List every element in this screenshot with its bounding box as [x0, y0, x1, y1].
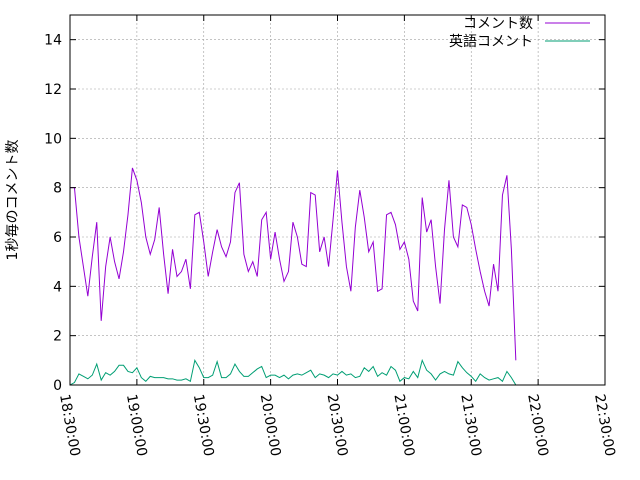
- y-tick-labels: 0 2 4 6 8 10 12 14: [44, 33, 62, 394]
- y-tick-label: 10: [44, 131, 62, 147]
- axis-ticks: [69, 15, 606, 386]
- x-tick-label: 20:00:00: [257, 393, 284, 458]
- grid-lines: [70, 15, 605, 385]
- x-tick-label: 18:30:00: [56, 393, 83, 458]
- series-layer: [69, 167, 517, 386]
- x-tick-label: 20:30:00: [324, 393, 351, 458]
- y-tick-label: 2: [53, 329, 62, 345]
- x-tick-label: 21:00:00: [390, 393, 417, 458]
- legend-label: コメント数: [463, 16, 533, 32]
- y-tick-label: 0: [53, 378, 62, 394]
- y-tick-label: 6: [53, 230, 62, 246]
- x-tick-label: 19:30:00: [190, 393, 217, 458]
- x-tick-label: 22:00:00: [524, 393, 551, 458]
- x-tick-label: 22:30:00: [591, 393, 618, 458]
- y-tick-label: 14: [44, 33, 62, 49]
- y-tick-label: 12: [44, 82, 62, 98]
- y-tick-label: 4: [53, 279, 62, 295]
- legend-label: 英語コメント: [449, 33, 533, 50]
- x-tick-label: 19:00:00: [123, 393, 150, 458]
- x-tick-labels: 18:30:00 19:00:00 19:30:00 20:00:00 20:30:00…: [56, 393, 618, 458]
- y-tick-label: 8: [53, 181, 62, 197]
- series-line-0: [70, 167, 517, 361]
- y-axis-label: 1秒毎のコメント数: [5, 140, 21, 261]
- x-tick-label: 21:30:00: [457, 393, 484, 458]
- series-line-1: [69, 358, 517, 386]
